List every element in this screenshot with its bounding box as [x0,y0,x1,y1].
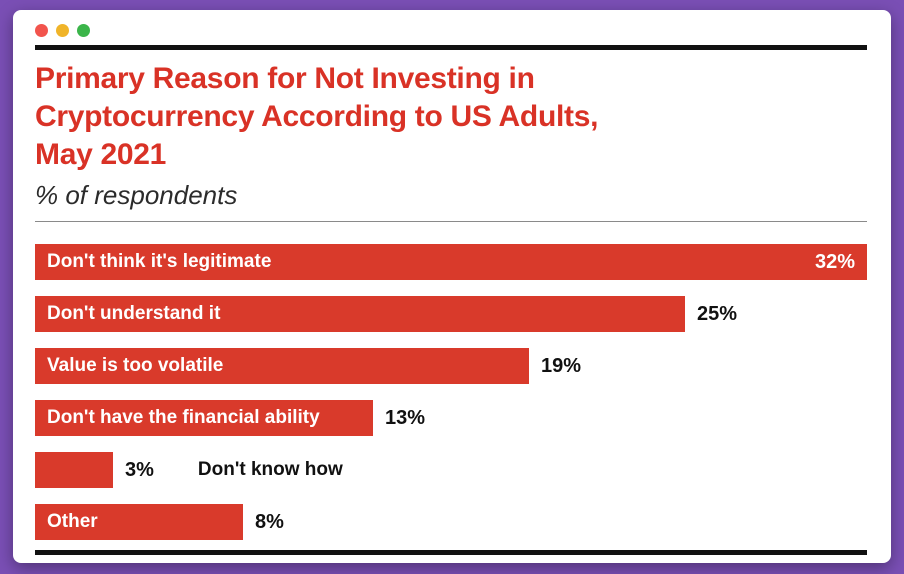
window: Primary Reason for Not Investing in Cryp… [13,10,891,563]
bar-category-label: Don't have the financial ability [47,407,320,428]
bar-row: Value is too volatile 19% [35,348,867,384]
bar-value-label: 8% [255,510,284,533]
bar: Don't have the financial ability [35,400,373,436]
bar-row: 3% Don't know how [35,452,867,488]
bar-category-label: Value is too volatile [47,355,224,376]
bar-row: Other 8% [35,504,867,540]
chart-title: Primary Reason for Not Investing in Cryp… [35,60,867,174]
chart-title-line: Primary Reason for Not Investing in [35,62,535,95]
bar-category-label: Don't think it's legitimate [47,251,272,272]
bar-row: Don't understand it 25% [35,296,867,332]
close-button[interactable] [35,23,48,37]
bar-row: Don't have the financial ability 13% [35,400,867,436]
bar-category-label: Don't know how [197,459,343,480]
bar: Value is too volatile [35,348,529,384]
bar [35,452,113,488]
bar: Don't understand it [35,296,685,332]
bottom-rule [35,550,867,555]
bar-value-label: 3% [125,458,154,481]
window-titlebar [35,10,867,42]
bar-value-label: 19% [541,354,582,377]
chart-title-line: May 2021 [35,138,167,171]
bar: Don't think it's legitimate 32% [35,244,867,280]
bar-value-label: 13% [385,406,426,429]
chart-title-line: Cryptocurrency According to US Adults, [35,100,599,133]
bar-category-label: Don't understand it [47,303,221,324]
bar-chart: Don't think it's legitimate 32% Don't unde… [35,244,867,540]
top-rule [35,45,867,50]
bar: Other [35,504,243,540]
chart-subtitle: % of respondents [35,180,238,210]
bar-row: Don't think it's legitimate 32% [35,244,867,280]
subtitle-divider [35,221,867,222]
bar-value-label: 32% [814,250,855,273]
zoom-button[interactable] [77,23,90,37]
minimize-button[interactable] [56,23,69,37]
bar-value-label: 25% [697,302,738,325]
bar-category-label: Other [47,511,98,532]
